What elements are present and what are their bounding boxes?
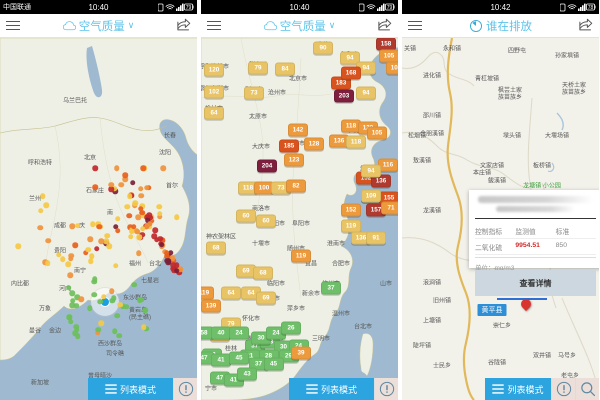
svg-text:79: 79 <box>387 5 393 11</box>
svg-text:78: 78 <box>588 5 594 11</box>
svg-text:79: 79 <box>186 5 192 11</box>
